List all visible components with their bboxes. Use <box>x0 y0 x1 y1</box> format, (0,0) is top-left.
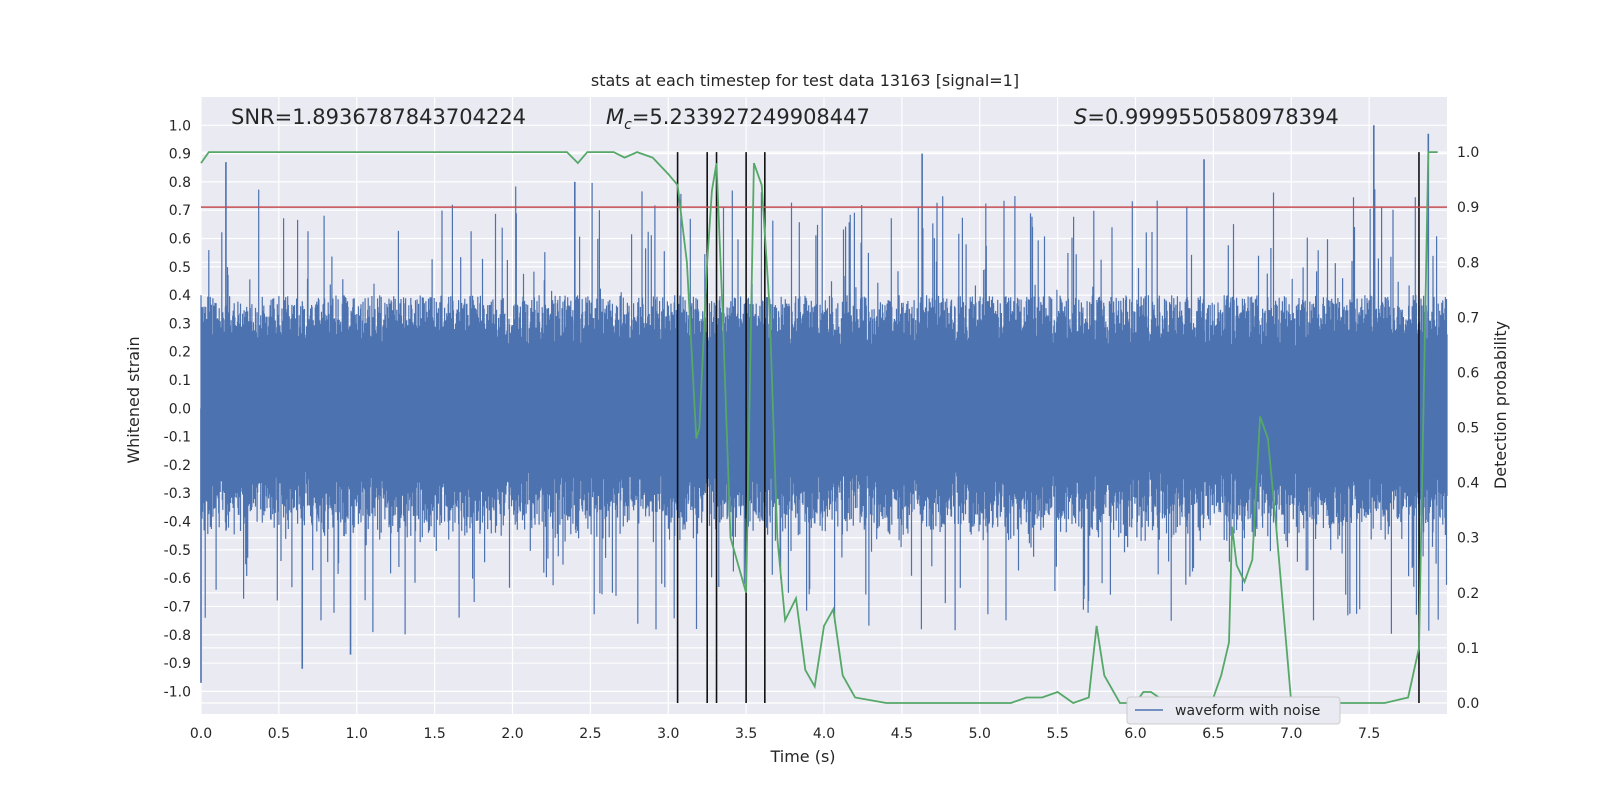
x-axis-label: Time (s) <box>769 747 835 766</box>
y-tick-label-left: -0.6 <box>164 571 191 587</box>
y-axis-label-left: Whitened strain <box>124 336 143 463</box>
x-tick-label: 3.5 <box>735 726 757 742</box>
y-tick-label-right: 0.8 <box>1457 255 1479 271</box>
x-axis: 0.0 0.5 1.0 1.5 2.0 2.5 3.0 3.5 4.0 4.5 5.0 5.5 6.0 6… <box>190 726 1380 742</box>
y-tick-label-left: -0.5 <box>164 543 191 559</box>
y-tick-label-left: 0.5 <box>169 260 191 276</box>
legend-label: waveform with noise <box>1175 703 1320 719</box>
x-tick-label: 5.0 <box>969 726 991 742</box>
y-tick-label-right: 0.7 <box>1457 310 1479 326</box>
y-tick-label-left: 0.1 <box>169 373 191 389</box>
chirp-mass-value: =5.233927249908447 <box>632 105 870 129</box>
x-tick-label: 6.5 <box>1202 726 1224 742</box>
legend-box <box>1126 696 1341 725</box>
y-axis-right: 1.0 0.9 0.8 0.7 0.6 0.5 0.4 0.3 0.2 0.1 0.0 <box>1457 145 1479 712</box>
chirp-mass-symbol: M <box>606 105 624 129</box>
y-axis-label-right: Detection probability <box>1491 321 1510 489</box>
y-tick-label-right: 0.3 <box>1457 531 1479 547</box>
y-tick-label-right: 0.9 <box>1457 200 1479 216</box>
x-tick-label: 5.5 <box>1046 726 1068 742</box>
y-tick-label-left: -0.2 <box>164 458 191 474</box>
y-tick-label-left: 0.8 <box>169 175 191 191</box>
waveform-line <box>200 182 1448 635</box>
x-tick-label: 7.5 <box>1358 726 1380 742</box>
probability-line <box>200 151 1438 705</box>
score-value: =0.9999550580978394 <box>1087 105 1338 129</box>
x-tick-label: 0.5 <box>268 726 290 742</box>
y-tick-label-right: 0.6 <box>1457 365 1479 381</box>
x-tick-label: 1.5 <box>423 726 445 742</box>
x-tick-label: 1.0 <box>346 726 368 742</box>
y-tick-label-left: -1.0 <box>164 684 191 700</box>
x-tick-label: 3.0 <box>657 726 679 742</box>
y-tick-label-left: -0.3 <box>164 486 191 502</box>
x-tick-label: 7.0 <box>1280 726 1302 742</box>
y-tick-label-right: 0.5 <box>1457 421 1479 437</box>
snr-annotation: SNR=1.8936787843704224 <box>231 105 526 129</box>
y-tick-label-right: 0.1 <box>1457 641 1479 657</box>
y-tick-label-left: 0.7 <box>169 203 191 219</box>
x-tick-label: 4.5 <box>891 726 913 742</box>
x-tick-label: 2.5 <box>579 726 601 742</box>
y-tick-label-left: 0.2 <box>169 345 191 361</box>
x-tick-label: 6.0 <box>1124 726 1146 742</box>
x-tick-label: 4.0 <box>813 726 835 742</box>
y-tick-label-right: 0.4 <box>1457 476 1479 492</box>
probability-series <box>200 151 1438 705</box>
legend: waveform with noise <box>1126 696 1341 725</box>
y-tick-label-left: 0.9 <box>169 147 191 163</box>
chirp-mass-annotation: Mc=5.233927249908447 <box>606 105 870 133</box>
score-annotation: S=0.9999550580978394 <box>1074 105 1339 129</box>
chart-title: stats at each timestep for test data 131… <box>591 71 1019 90</box>
y-tick-label-left: 0.0 <box>169 401 191 417</box>
y-tick-label-right: 0.2 <box>1457 586 1479 602</box>
y-tick-label-right: 0.0 <box>1457 696 1479 712</box>
y-tick-label-right: 1.0 <box>1457 145 1479 161</box>
y-tick-label-left: -0.1 <box>164 430 191 446</box>
chirp-mass-subscript: c <box>624 117 632 133</box>
y-tick-label-left: 0.3 <box>169 316 191 332</box>
y-tick-label-left: 0.4 <box>169 288 191 304</box>
x-tick-label: 2.0 <box>501 726 523 742</box>
y-tick-label-left: -0.7 <box>164 599 191 615</box>
y-tick-label-left: 1.0 <box>169 118 191 134</box>
score-symbol: S <box>1074 105 1087 129</box>
y-tick-label-left: -0.8 <box>164 628 191 644</box>
y-axis-left: 1.0 0.9 0.8 0.7 0.6 0.5 0.4 0.3 0.2 0.1 0.0 -0.1 -0.… <box>164 118 191 700</box>
y-tick-label-left: -0.4 <box>164 515 191 531</box>
y-tick-label-left: 0.6 <box>169 232 191 248</box>
x-tick-label: 0.0 <box>190 726 212 742</box>
y-tick-label-left: -0.9 <box>164 656 191 672</box>
